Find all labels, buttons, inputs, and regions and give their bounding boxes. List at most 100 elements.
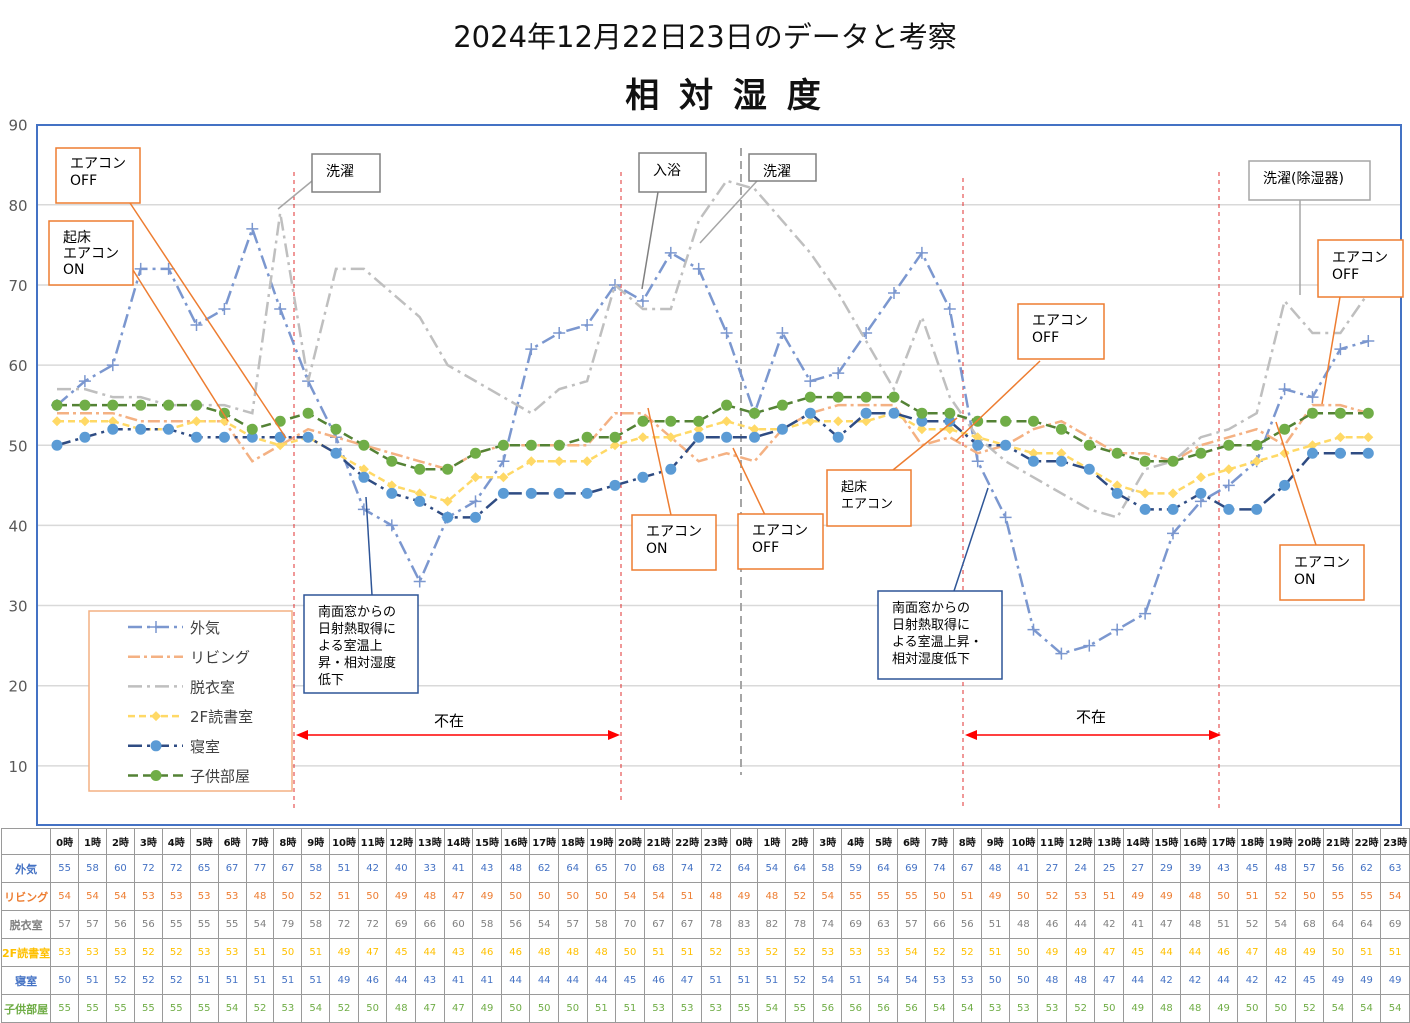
table-hour-cell: 21時 <box>643 828 674 855</box>
table-cell: 51 <box>700 966 731 995</box>
data-point <box>358 439 370 451</box>
table-cell: 43 <box>472 854 502 883</box>
data-point <box>1363 432 1374 443</box>
table-cell: 54 <box>78 882 107 911</box>
table-cell: 53 <box>672 994 702 1023</box>
data-point <box>1055 647 1068 660</box>
table-cell: 40 <box>386 854 417 883</box>
table-cell: 51 <box>841 966 871 995</box>
table-row: 寝室 50 51 52 52 52 51 51 51 51 51 49 46 44 43 41 41 44 44 44… <box>0 966 1410 995</box>
table-cell: 57 <box>557 910 588 939</box>
table-cell: 64 <box>785 854 815 883</box>
table-cell: 72 <box>357 910 388 939</box>
table-cell: 52 <box>924 938 954 967</box>
humidity-chart: 10 20 30 40 50 60 70 80 90 不在 不在 <box>8 117 1404 826</box>
table-hour-cell: 6時 <box>896 828 926 855</box>
data-point <box>1140 488 1151 499</box>
data-point <box>1083 439 1095 451</box>
legend-label: 脱衣室 <box>190 678 235 696</box>
callout-aircon-on-mid: エアコン ON <box>631 514 717 571</box>
table-cell: 42 <box>357 854 388 883</box>
table-cell: 48 <box>386 994 417 1023</box>
table-cell: 51 <box>729 966 759 995</box>
table-cell: 82 <box>757 910 787 939</box>
table-hour-cell: 11時 <box>357 828 388 855</box>
table-cell: 72 <box>700 854 731 883</box>
table-cell: 48 <box>245 882 275 911</box>
table-hour-cell: 19時 <box>1265 828 1296 855</box>
table-cell: 53 <box>729 938 759 967</box>
data-point <box>135 399 147 411</box>
table-cell: 49 <box>1380 966 1410 995</box>
absence-arrow-1: 不在 <box>296 712 620 740</box>
callout-wakeup-aircon: 起床エアコン <box>826 469 912 527</box>
data-point <box>1168 488 1178 499</box>
data-point <box>1027 623 1040 636</box>
table-hour-cell: 16時 <box>500 828 531 855</box>
data-point <box>832 391 844 403</box>
table-cell: 54 <box>643 882 674 911</box>
y-tick-label: 60 <box>8 357 27 375</box>
table-cell: 58 <box>78 854 107 883</box>
table-cell: 54 <box>1380 882 1410 911</box>
table-cell: 52 <box>952 938 982 967</box>
table-hour-cell: 22時 <box>1351 828 1382 855</box>
table-cell: 69 <box>841 910 871 939</box>
data-point <box>526 456 537 467</box>
table-hour-cell: 1時 <box>757 828 787 855</box>
svg-text:南面窓からの日射熱取得による室温上昇・相対湿度低下: 南面窓からの日射熱取得による室温上昇・相対湿度低下 <box>892 600 983 667</box>
data-point <box>692 262 705 275</box>
legend-label: 外気 <box>190 619 220 637</box>
callout-aircon-on-right: エアコン ON <box>1279 544 1365 601</box>
data-point <box>999 511 1012 524</box>
table-cell: 54 <box>952 994 982 1023</box>
data-point <box>1028 455 1039 467</box>
table-cell: 53 <box>1037 994 1067 1023</box>
table-cell: 70 <box>615 854 645 883</box>
data-point <box>693 431 705 443</box>
data-point <box>665 432 676 443</box>
table-cell: 53 <box>952 966 982 995</box>
data-point <box>218 431 230 443</box>
table-hour-cell: 22時 <box>672 828 702 855</box>
data-point <box>1112 480 1123 491</box>
table-cell: 44 <box>1122 966 1153 995</box>
data-point <box>1362 335 1375 348</box>
table-cell: 58 <box>301 910 331 939</box>
table-cell: 55 <box>217 910 247 939</box>
y-tick-label: 30 <box>8 598 27 616</box>
data-point <box>888 391 900 403</box>
data-point <box>414 488 425 499</box>
table-hour-cell: 9時 <box>301 828 331 855</box>
table-row: 子供部屋 55 55 55 55 55 55 54 52 53 54 52 50 48 47 47 49 50 50… <box>0 994 1410 1023</box>
table-hour-cell: 17時 <box>529 828 559 855</box>
legend-label: 子供部屋 <box>190 768 250 786</box>
table-cell: 50 <box>1294 882 1325 911</box>
table-cell: 79 <box>273 910 303 939</box>
table-cell: 25 <box>1094 854 1124 883</box>
table-cell: 72 <box>133 854 163 883</box>
table-cell: 48 <box>557 938 588 967</box>
table-cell: 46 <box>1037 910 1067 939</box>
data-point <box>385 519 398 532</box>
y-tick-label: 90 <box>8 117 27 135</box>
table-cell: 54 <box>1351 994 1382 1023</box>
table-cell: 66 <box>924 910 954 939</box>
table-cell: 45 <box>1122 938 1153 967</box>
table-row: 外気 55 58 60 72 72 65 67 77 67 58 51 42 40 33 41 43 48 62 64… <box>0 854 1410 883</box>
table-cell: 50 <box>1008 882 1039 911</box>
table-cell: 49 <box>1208 994 1239 1023</box>
table-cell: 49 <box>472 882 502 911</box>
table-cell: 55 <box>1323 882 1353 911</box>
data-point <box>1362 447 1374 459</box>
data-point <box>1334 343 1347 356</box>
table-cell: 74 <box>813 910 843 939</box>
legend-label: リビング <box>190 649 250 667</box>
table-cell: 48 <box>700 882 731 911</box>
data-point <box>1307 447 1318 459</box>
data-point <box>1083 463 1095 475</box>
data-point <box>776 423 788 435</box>
table-cell: 44 <box>415 938 445 967</box>
